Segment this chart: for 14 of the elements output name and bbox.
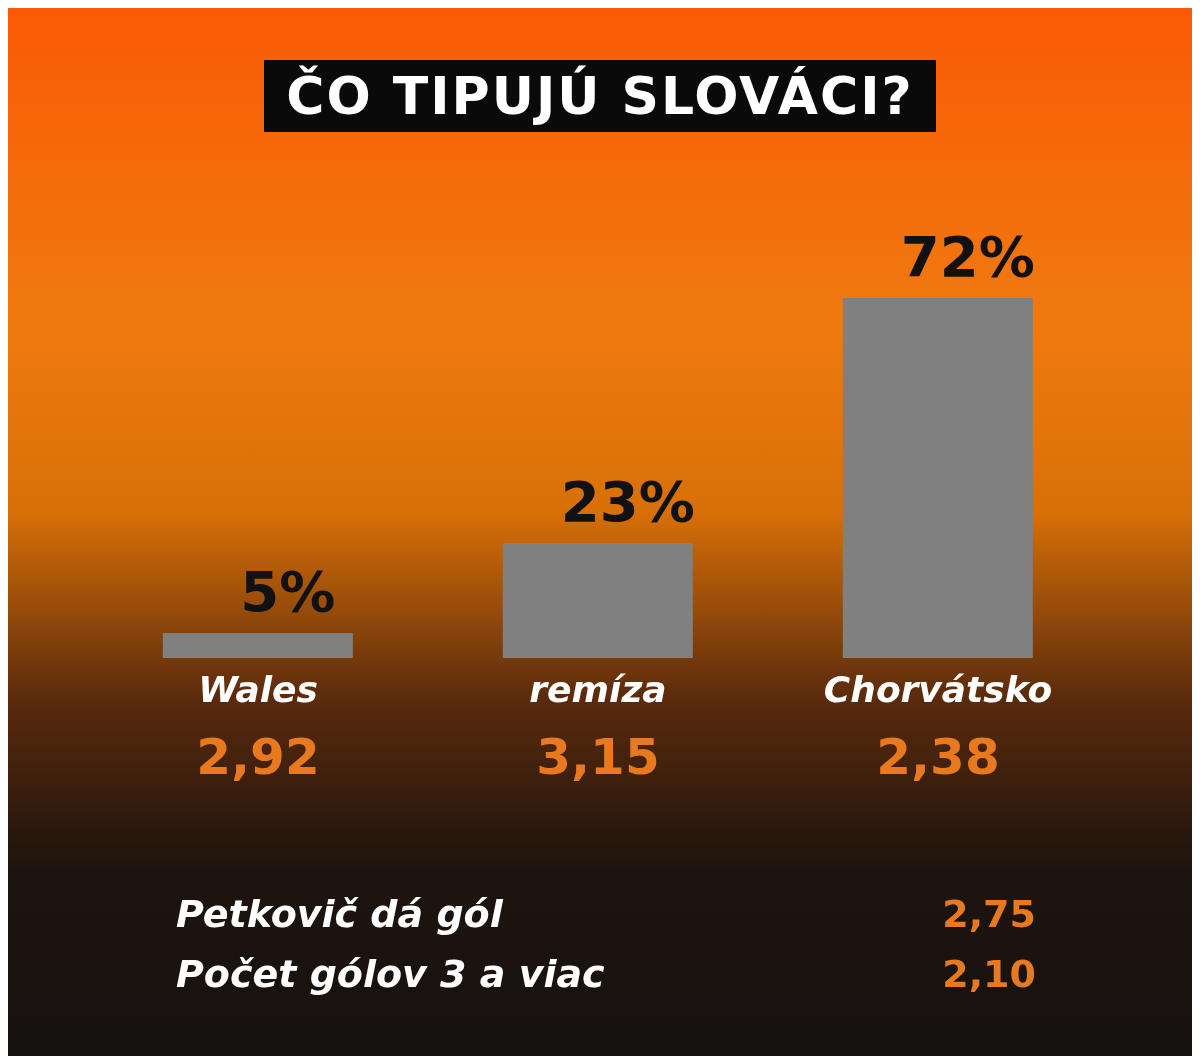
x-tick-label: remíza xyxy=(529,669,667,710)
text: 3,15 xyxy=(536,728,660,786)
text: 2,38 xyxy=(876,728,1000,786)
x-tick-label: Chorvátsko xyxy=(823,669,1053,710)
data-label: 5% xyxy=(240,559,336,624)
text: 2,10 xyxy=(942,952,1036,996)
chart-title: ČO TIPUJÚ SLOVÁCI? xyxy=(264,60,936,132)
data-label: 72% xyxy=(900,224,1035,289)
x-tick-label: Wales xyxy=(198,669,318,710)
text: Petkovič dá gól xyxy=(176,892,503,936)
text: 2,75 xyxy=(942,892,1036,936)
text: Počet gólov 3 a viac xyxy=(176,952,605,996)
data-label: 23% xyxy=(560,469,695,534)
text: 2,92 xyxy=(196,728,320,786)
